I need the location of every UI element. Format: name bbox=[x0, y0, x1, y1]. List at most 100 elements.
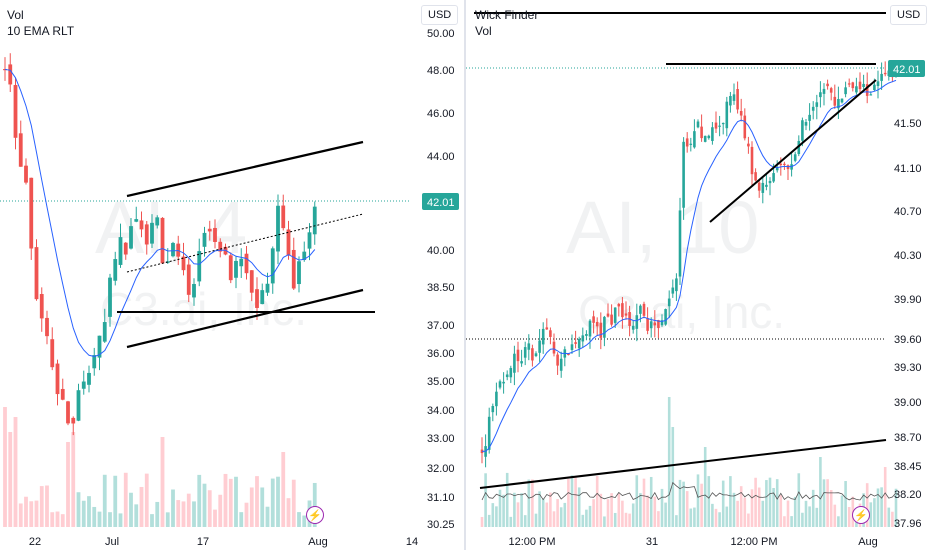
right-candle bbox=[664, 309, 667, 325]
right-volume-bar bbox=[671, 427, 675, 527]
left-volume-bar bbox=[213, 509, 217, 527]
right-indicator-vol[interactable]: Vol bbox=[475, 24, 492, 38]
right-price-tag-bg bbox=[888, 60, 925, 77]
right-volume-bar bbox=[804, 500, 808, 527]
left-time-axis-label: 22 bbox=[29, 536, 41, 548]
left-currency-button[interactable]: USD bbox=[421, 5, 459, 25]
left-candle bbox=[50, 339, 55, 368]
right-volume-bar bbox=[567, 478, 570, 527]
right-candle bbox=[729, 95, 732, 106]
right-candle bbox=[840, 98, 844, 103]
right-lower-trend-line bbox=[479, 439, 887, 489]
left-volume-bar bbox=[192, 501, 196, 527]
right-candle bbox=[772, 173, 775, 182]
right-lightning-icon[interactable]: ⚡ bbox=[852, 506, 870, 524]
left-volume-bar bbox=[92, 506, 97, 527]
left-candle bbox=[270, 248, 275, 284]
left-upper-axis-label: 50.00 bbox=[427, 28, 455, 40]
right-volume-bar bbox=[610, 493, 613, 527]
right-volume-bar bbox=[714, 508, 718, 527]
right-volume-bar bbox=[682, 481, 685, 527]
right-candle bbox=[603, 316, 606, 338]
left-candle bbox=[265, 283, 270, 293]
right-candle bbox=[545, 327, 549, 330]
left-volume-bar bbox=[218, 494, 223, 527]
left-candle bbox=[118, 237, 123, 265]
left-volume-bar bbox=[18, 503, 23, 527]
left-volume-bar bbox=[87, 496, 91, 527]
right-price-axis-label: 37.96 bbox=[894, 518, 922, 530]
left-volume-bar bbox=[34, 500, 39, 527]
left-candle bbox=[307, 232, 312, 249]
right-volume-bar bbox=[696, 474, 700, 527]
right-candle bbox=[574, 342, 577, 344]
left-candle bbox=[34, 247, 39, 300]
right-chart-svg[interactable]: 50.0048.0046.0044.0040.0038.5037.0036.00… bbox=[466, 0, 932, 550]
right-candle bbox=[487, 416, 491, 450]
left-candle bbox=[207, 228, 212, 232]
left-volume-bar bbox=[139, 486, 144, 527]
right-volume-bar bbox=[732, 492, 736, 527]
right-candle bbox=[516, 349, 520, 362]
right-volume-bar bbox=[869, 502, 873, 527]
right-candle bbox=[498, 381, 502, 388]
right-time-axis-label: 12:00 PM bbox=[730, 536, 777, 548]
right-candle bbox=[847, 83, 851, 85]
right-volume-bar bbox=[563, 502, 567, 527]
left-candle bbox=[276, 205, 280, 252]
left-volume-bar bbox=[150, 514, 154, 527]
right-candle bbox=[491, 406, 495, 413]
left-volume-bar bbox=[291, 479, 296, 527]
left-chart-svg[interactable]: 44.00 40.00 38.50 37.00 36.00 35.00 34.00 33.00… bbox=[0, 0, 466, 550]
right-candle bbox=[873, 84, 876, 91]
right-candle bbox=[732, 94, 736, 101]
right-ascending-support-line bbox=[709, 79, 877, 223]
right-volume-bar bbox=[621, 500, 624, 527]
left-price-tag-label: 42.01 bbox=[427, 197, 455, 209]
right-volume-bar bbox=[729, 476, 732, 527]
right-chart-pane[interactable]: AI, 10 C3.ai, Inc. 50.0048.0046.0044.004… bbox=[466, 0, 932, 550]
pane-divider[interactable] bbox=[464, 0, 466, 550]
left-candle bbox=[123, 242, 128, 255]
left-volume-bar bbox=[270, 478, 275, 527]
right-candle bbox=[678, 210, 682, 277]
right-volume-bar bbox=[801, 512, 804, 527]
right-volume-bar bbox=[606, 499, 610, 527]
right-candle bbox=[844, 87, 847, 95]
right-currency-button[interactable]: USD bbox=[890, 5, 928, 25]
right-volume-bar bbox=[775, 479, 779, 527]
right-volume-bar bbox=[743, 497, 747, 527]
right-price-axis-label: 38.45 bbox=[894, 461, 922, 473]
right-volume-bar bbox=[675, 515, 678, 527]
right-price-axis-label: 39.90 bbox=[894, 294, 922, 306]
right-volume-bar bbox=[765, 480, 768, 527]
left-candle bbox=[39, 294, 44, 319]
right-candle bbox=[880, 73, 883, 81]
right-price-axis-label: 39.30 bbox=[894, 362, 922, 374]
right-candle bbox=[700, 126, 703, 139]
right-volume-bar bbox=[847, 506, 851, 527]
right-price-axis-label: 38.70 bbox=[894, 432, 922, 444]
left-volume-bar bbox=[3, 407, 7, 527]
right-volume-bar bbox=[631, 503, 635, 527]
right-candle bbox=[811, 106, 815, 111]
left-indicator-vol[interactable]: Vol bbox=[7, 8, 24, 22]
left-indicator-ema[interactable]: 10 EMA RLT bbox=[7, 24, 75, 38]
left-price-axis-label: 37.00 bbox=[427, 320, 455, 332]
left-time-axis-label: Aug bbox=[308, 536, 328, 548]
left-lightning-icon[interactable]: ⚡ bbox=[306, 506, 324, 524]
right-volume-bar bbox=[527, 479, 531, 527]
left-volume-bar bbox=[160, 437, 165, 527]
left-channel-lower-line bbox=[126, 288, 364, 349]
right-candle bbox=[653, 322, 657, 326]
right-candle bbox=[765, 184, 768, 187]
right-volume-bar bbox=[513, 492, 516, 527]
right-candle bbox=[635, 315, 639, 329]
right-volume-bar bbox=[498, 489, 502, 527]
right-indicator-wick-finder[interactable]: Wick Finder bbox=[475, 8, 539, 22]
left-volume-bar bbox=[249, 487, 254, 527]
left-volume-bar bbox=[312, 482, 317, 527]
right-volume-bar bbox=[556, 499, 559, 527]
left-chart-pane[interactable]: AI, 4 C3.ai, Inc. 44.00 40.00 38.50 37.00 36… bbox=[0, 0, 466, 550]
right-volume-bar bbox=[736, 500, 739, 527]
